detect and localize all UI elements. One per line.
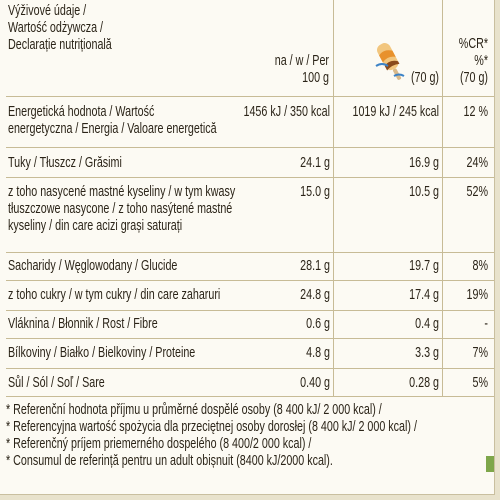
row-divider: [6, 310, 494, 311]
row-label-line: Bílkoviny / Białko / Bielkoviny / Protei…: [8, 345, 196, 361]
cr-value: 8%: [472, 258, 488, 274]
cr-value: -: [484, 316, 488, 332]
portion-value: 17.4 g: [409, 287, 439, 303]
column-divider: [333, 0, 334, 396]
header-per-100g: na / w / Per 100 g: [233, 53, 329, 87]
per-100g-value: 0.40 g: [300, 375, 330, 391]
row-divider: [6, 368, 494, 369]
footnote-line: * Consumul de referință pentru un adult …: [6, 453, 333, 469]
header-portion: (70 g): [335, 70, 439, 87]
row-label-line: Vláknina / Błonnik / Rost / Fibre: [8, 316, 158, 332]
header-cr-line-1: %CR*: [458, 36, 488, 52]
header-cr-line-3: (70 g): [459, 70, 488, 86]
row-label: Vláknina / Błonnik / Rost / Fibre: [8, 316, 328, 333]
row-label-line: energetyczna / Energia / Valoare energet…: [8, 121, 217, 137]
portion-value: 16.9 g: [409, 155, 439, 171]
cr-value: 19%: [466, 287, 488, 303]
row-divider: [6, 338, 494, 339]
cr-value: 7%: [472, 345, 488, 361]
per-100g-value: 24.8 g: [300, 287, 330, 303]
row-label: z toho nasycené mastné kyseliny / w tym …: [8, 184, 328, 235]
row-label-line: z toho nasycené mastné kyseliny / w tym …: [8, 184, 236, 200]
row-label-line: Tuky / Tłuszcz / Grăsimi: [8, 155, 122, 171]
per-100g-value: 24.1 g: [300, 155, 330, 171]
row-divider: [6, 252, 494, 253]
row-label: Energetická hodnota / Wartość energetycz…: [8, 104, 328, 138]
header-portion-label: (70 g): [410, 70, 439, 86]
row-label: Tuky / Tłuszcz / Grăsimi: [8, 155, 328, 172]
per-100g-value: 4.8 g: [306, 345, 330, 361]
row-label-line: Energetická hodnota / Wartość: [8, 104, 155, 120]
ice-cream-bar-icon: [372, 36, 408, 86]
cr-value: 24%: [466, 155, 488, 171]
row-label-line: kyseliny / din care acizi grași saturați: [8, 218, 183, 234]
row-label: z toho cukry / w tym cukry / din care za…: [8, 287, 328, 304]
header-title-line-1: Výživové údaje /: [8, 3, 87, 19]
header-cr: %CR* %* (70 g): [444, 36, 488, 87]
footnote-divider: [6, 396, 494, 397]
row-label-line: Sůl / Sól / Soľ / Sare: [8, 375, 105, 391]
row-label-line: Sacharidy / Węglowodany / Glucide: [8, 258, 178, 274]
header-title: Výživové údaje / Wartość odżywcza / Decl…: [8, 3, 428, 54]
row-label: Sacharidy / Węglowodany / Glucide: [8, 258, 328, 275]
cr-value: 52%: [466, 184, 488, 200]
row-label: Bílkoviny / Białko / Bielkoviny / Protei…: [8, 345, 328, 362]
header-title-line-3: Declarație nutrițională: [8, 37, 112, 53]
per-100g-value: 1456 kJ / 350 kcal: [243, 104, 330, 120]
edge-color-tab: [486, 456, 494, 472]
footnote-line: * Referencyjna wartość spożycia dla prze…: [6, 419, 417, 435]
row-label-line: tłuszczowe nasycone / z toho nasýtené ma…: [8, 201, 233, 217]
cr-value: 5%: [472, 375, 488, 391]
portion-value: 10.5 g: [409, 184, 439, 200]
footnotes: * Referenční hodnota příjmu u průměrné d…: [6, 402, 494, 470]
footnote-line: * Referenční hodnota příjmu u průměrné d…: [6, 402, 382, 418]
header-per-100g-line-1: na / w / Per: [274, 53, 329, 69]
column-divider: [442, 0, 443, 396]
portion-value: 0.28 g: [409, 375, 439, 391]
per-100g-value: 15.0 g: [300, 184, 330, 200]
portion-value: 1019 kJ / 245 kcal: [352, 104, 439, 120]
row-divider: [6, 177, 494, 178]
per-100g-value: 28.1 g: [300, 258, 330, 274]
header-title-line-2: Wartość odżywcza /: [8, 20, 104, 36]
row-label: Sůl / Sól / Soľ / Sare: [8, 375, 328, 392]
header-cr-line-2: %*: [474, 53, 488, 69]
footnote-line: * Referenčný príjem priemerného dospeléh…: [6, 436, 312, 452]
per-100g-value: 0.6 g: [306, 316, 330, 332]
row-divider: [6, 280, 494, 281]
row-divider: [6, 96, 494, 97]
row-divider: [6, 147, 494, 148]
cr-value: 12 %: [463, 104, 488, 120]
portion-value: 19.7 g: [409, 258, 439, 274]
portion-value: 0.4 g: [415, 316, 439, 332]
header-per-100g-line-2: 100 g: [302, 70, 329, 86]
portion-value: 3.3 g: [415, 345, 439, 361]
row-label-line: z toho cukry / w tym cukry / din care za…: [8, 287, 221, 303]
